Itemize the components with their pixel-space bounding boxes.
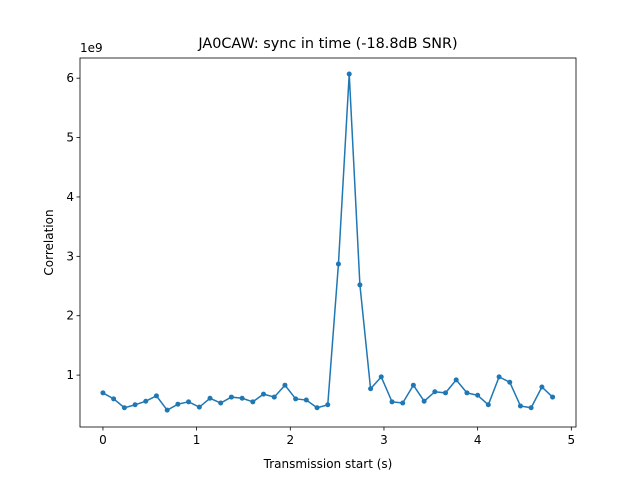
data-point (121, 405, 127, 411)
y-tick-label: 1 (66, 368, 74, 382)
data-point (261, 391, 267, 397)
data-point (453, 377, 459, 383)
data-point (143, 398, 149, 404)
data-point (496, 374, 502, 380)
chart-title: JA0CAW: sync in time (-18.8dB SNR) (197, 36, 457, 52)
y-axis-label: Correlation (42, 209, 56, 275)
data-point (485, 402, 491, 408)
data-point (346, 71, 352, 77)
data-point (132, 402, 138, 408)
data-point (164, 407, 170, 413)
x-axis-label: Transmission start (s) (263, 457, 393, 471)
y-offset-label: 1e9 (80, 41, 103, 55)
x-tick-label: 3 (380, 433, 388, 447)
data-point (378, 374, 384, 380)
x-tick-label: 1 (193, 433, 201, 447)
x-tick-label: 0 (99, 433, 107, 447)
y-tick-label: 2 (66, 309, 74, 323)
data-point (228, 394, 234, 400)
data-point (239, 395, 245, 401)
data-point (293, 396, 299, 402)
data-point (303, 397, 309, 403)
data-point (100, 390, 106, 396)
data-point (271, 394, 277, 400)
data-point (464, 390, 470, 396)
data-point (111, 396, 117, 402)
data-point (207, 395, 213, 401)
plot-frame (79, 57, 577, 428)
data-point (186, 399, 192, 405)
x-tick-label: 5 (567, 433, 575, 447)
data-point (357, 282, 363, 288)
data-point (314, 405, 320, 411)
y-tick-label: 5 (66, 131, 74, 145)
data-point (400, 400, 406, 406)
data-point (218, 400, 224, 406)
x-tick-label: 4 (474, 433, 482, 447)
data-point (443, 390, 449, 396)
data-point (282, 382, 288, 388)
data-point (528, 405, 534, 411)
data-point (421, 398, 427, 404)
data-point (335, 261, 341, 267)
data-point (507, 379, 513, 385)
data-point (550, 394, 556, 400)
data-point (539, 384, 545, 390)
data-point (153, 393, 159, 399)
y-tick-label: 4 (66, 190, 74, 204)
y-tick-label: 3 (66, 249, 74, 263)
data-point (410, 382, 416, 388)
data-point (196, 404, 202, 410)
data-point (517, 403, 523, 409)
data-point (475, 392, 481, 398)
data-point (432, 389, 438, 395)
x-tick-label: 2 (286, 433, 294, 447)
data-point (175, 401, 181, 407)
data-point (325, 402, 331, 408)
data-point (250, 399, 256, 405)
data-point (368, 386, 374, 392)
y-tick-label: 6 (66, 71, 74, 85)
data-point (389, 399, 395, 405)
